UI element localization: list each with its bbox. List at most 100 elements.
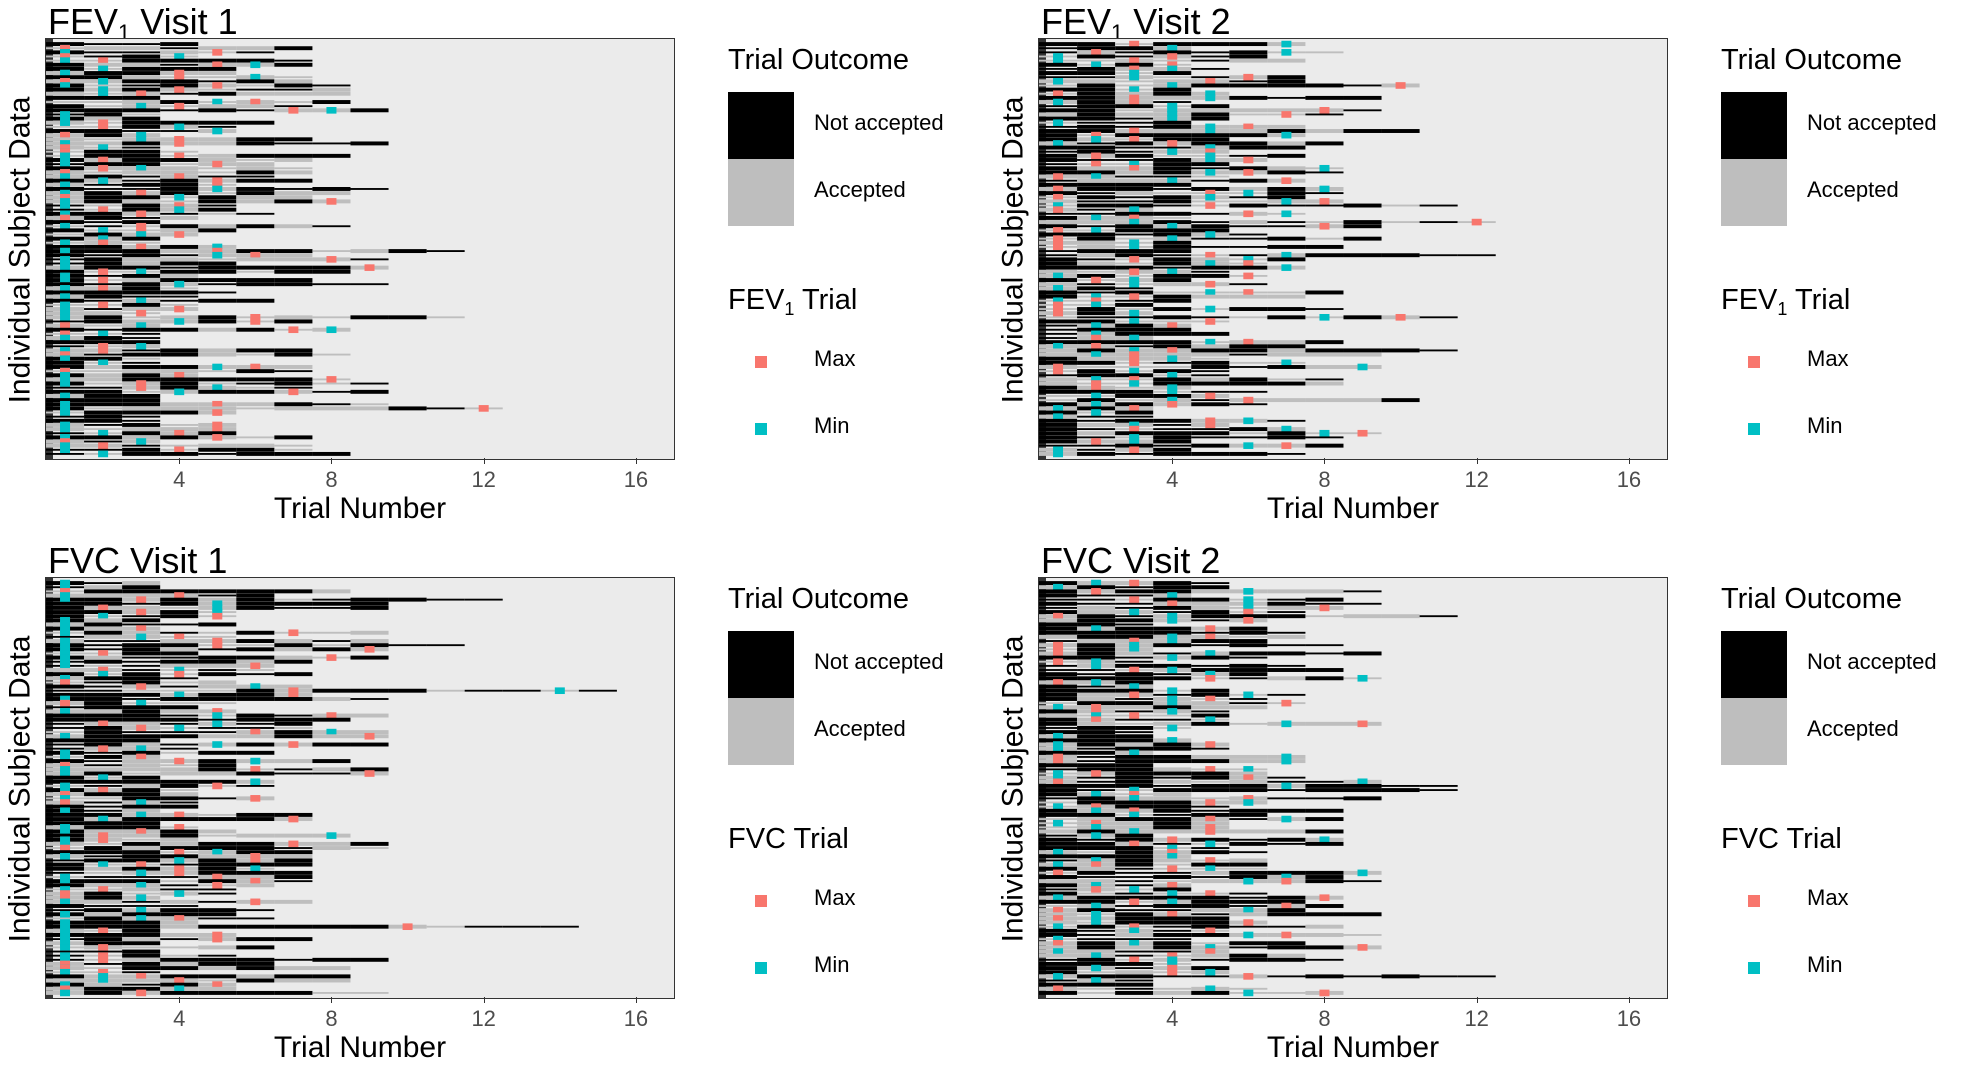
min-marker — [60, 202, 71, 209]
trial-cell-not-accepted — [236, 170, 275, 175]
min-marker — [60, 952, 71, 959]
trial-cell-not-accepted — [122, 116, 161, 121]
trial-cell-accepted — [1229, 759, 1268, 764]
trial-cell-not-accepted — [1115, 746, 1154, 751]
trial-cell-not-accepted — [1039, 360, 1078, 365]
trial-cell-not-accepted — [1115, 302, 1154, 307]
min-marker — [212, 251, 223, 259]
trial-cell-accepted — [274, 966, 313, 971]
trial-cell-accepted — [312, 697, 351, 701]
trial-cell-not-accepted — [122, 217, 161, 219]
trial-cell-not-accepted — [84, 402, 123, 407]
trial-cell-not-accepted — [274, 269, 313, 274]
min-marker — [1205, 231, 1216, 238]
trial-cell-not-accepted — [46, 614, 85, 619]
trial-cell-not-accepted — [1077, 212, 1116, 215]
trial-cell-not-accepted — [198, 283, 237, 286]
max-marker — [1091, 438, 1102, 445]
trial-cell-not-accepted — [160, 158, 199, 162]
trial-cell-accepted — [198, 46, 237, 51]
y-axis-label: Individual Subject Data — [996, 635, 1030, 943]
trial-cell-not-accepted — [122, 804, 161, 809]
min-marker — [60, 886, 71, 893]
min-marker — [1205, 144, 1216, 151]
trial-cell-not-accepted — [1267, 344, 1306, 349]
trial-cell-accepted — [1115, 705, 1154, 710]
trial-cell-not-accepted — [1077, 104, 1116, 109]
trial-cell-not-accepted — [274, 697, 313, 701]
legend-swatch — [1721, 92, 1787, 159]
min-marker — [1091, 61, 1102, 69]
trial-cell-not-accepted — [1115, 630, 1154, 635]
legend-trial-title: FVC Trial — [728, 823, 849, 855]
trial-cell-accepted — [274, 854, 313, 859]
trial-cell-not-accepted — [236, 639, 275, 643]
trial-cell-not-accepted — [1153, 418, 1192, 423]
trial-cell-accepted — [350, 406, 389, 411]
trial-cell-not-accepted — [350, 655, 389, 660]
trial-cell-not-accepted — [1115, 759, 1154, 764]
trial-cell-accepted — [46, 137, 85, 142]
trial-cell-accepted — [84, 655, 123, 660]
min-marker — [1167, 695, 1178, 703]
trial-cell-not-accepted — [1039, 439, 1078, 444]
trial-cell-not-accepted — [122, 188, 161, 190]
trial-cell-accepted — [236, 883, 275, 888]
trial-cell-accepted — [1115, 191, 1154, 196]
max-marker — [60, 890, 71, 897]
trial-cell-not-accepted — [1077, 846, 1116, 850]
trial-cell-not-accepted — [1419, 615, 1458, 618]
trial-cell-not-accepted — [1115, 452, 1154, 455]
trial-cell-not-accepted — [1153, 361, 1192, 364]
max-marker — [402, 923, 413, 931]
trial-cell-not-accepted — [1229, 702, 1268, 705]
trial-cell-not-accepted — [1077, 100, 1116, 104]
trial-cell-accepted — [1153, 863, 1192, 866]
trial-cell-not-accepted — [46, 684, 85, 689]
max-marker — [1053, 985, 1064, 993]
trial-cell-not-accepted — [274, 83, 313, 88]
min-marker — [1243, 691, 1254, 699]
trial-cell-accepted — [1153, 154, 1192, 157]
trial-cell-not-accepted — [122, 879, 161, 884]
trial-cell-not-accepted — [1153, 340, 1192, 345]
max-marker — [60, 761, 71, 769]
max-marker — [98, 832, 109, 839]
max-marker — [98, 836, 109, 844]
min-marker — [60, 400, 71, 408]
trial-cell-not-accepted — [160, 722, 199, 725]
trial-cell-accepted — [84, 797, 123, 800]
trial-cell-not-accepted — [388, 597, 427, 602]
min-marker — [1091, 919, 1102, 926]
trial-cell-not-accepted — [1077, 924, 1116, 929]
max-marker — [60, 894, 71, 902]
trial-cell-not-accepted — [1115, 718, 1154, 721]
min-marker — [1053, 923, 1064, 931]
trial-cell-not-accepted — [122, 195, 161, 200]
trial-cell-accepted — [198, 689, 237, 692]
trial-cell-not-accepted — [198, 291, 237, 294]
min-marker — [212, 848, 223, 856]
trial-cell-not-accepted — [122, 643, 161, 648]
trial-cell-not-accepted — [1267, 693, 1306, 696]
min-marker — [1281, 49, 1292, 56]
trial-cell-accepted — [198, 212, 237, 215]
trial-cell-not-accepted — [1115, 837, 1154, 842]
min-marker — [1319, 836, 1330, 844]
trial-cell-not-accepted — [160, 801, 199, 804]
trial-cell-not-accepted — [1077, 398, 1116, 403]
trial-cell-accepted — [122, 581, 161, 586]
max-marker — [98, 268, 109, 276]
trial-cell-accepted — [274, 167, 313, 170]
min-marker — [1167, 102, 1178, 110]
trial-cell-accepted — [1191, 108, 1230, 113]
trial-cell-not-accepted — [1077, 129, 1116, 133]
min-marker — [1167, 222, 1178, 230]
trial-cell-accepted — [198, 382, 237, 385]
trial-cell-not-accepted — [1229, 83, 1268, 88]
trial-cell-accepted — [122, 75, 161, 80]
max-marker — [1053, 173, 1064, 180]
min-marker — [1091, 712, 1102, 719]
min-marker — [60, 770, 71, 777]
trial-cell-not-accepted — [122, 302, 161, 307]
